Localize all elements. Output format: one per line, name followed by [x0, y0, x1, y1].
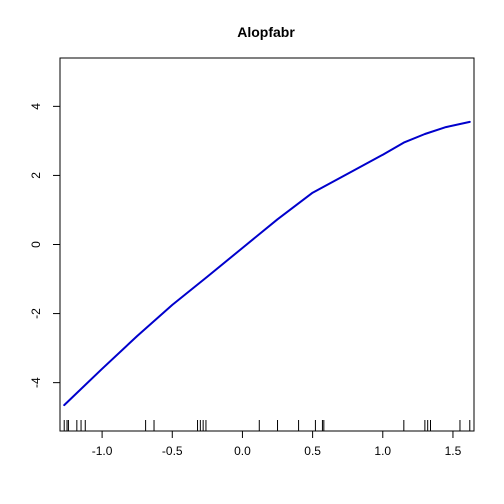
y-tick-label: -2: [29, 308, 43, 319]
chart-title: Alopfabr: [237, 24, 295, 40]
x-axis: -1.0 -0.5 0.0 0.5 1.0 1.5: [92, 430, 462, 458]
y-tick-label: 4: [29, 103, 43, 110]
series-line: [63, 120, 471, 407]
y-tick-label: -4: [29, 377, 43, 388]
x-tick-label: 0.5: [304, 444, 321, 458]
y-tick-label: 0: [29, 241, 43, 248]
plot-frame: [59, 57, 475, 432]
y-axis: -4 -2 0 2 4: [29, 103, 61, 388]
x-tick-label: -1.0: [92, 444, 113, 458]
rug-marks: [63, 420, 471, 431]
x-tick-label: 0.0: [234, 444, 251, 458]
x-tick-label: 1.5: [445, 444, 462, 458]
x-tick-label: 1.0: [374, 444, 391, 458]
x-tick-label: -0.5: [162, 444, 183, 458]
y-tick-label: 2: [29, 172, 43, 179]
series-layer: [63, 120, 471, 407]
